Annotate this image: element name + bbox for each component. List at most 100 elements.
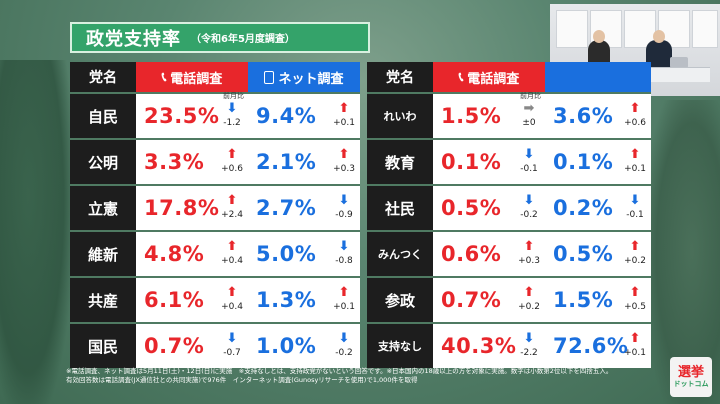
phone-change: 前月比 ➡ ±0 <box>517 92 541 129</box>
party-name: れいわ <box>367 94 433 138</box>
phone-cell: 0.1% ⬇ -0.1 <box>433 140 545 184</box>
net-delta: +0.2 <box>624 256 646 266</box>
phone-cell: 17.8% ⬆ +2.4 <box>136 186 248 230</box>
support-table-left: 党名 📞︎ 電話調査 ネット調査 自民 23.5% 前月比 ⬇ -1.2 9.4% ⬆ +0.… <box>70 62 360 368</box>
party-name: 公明 <box>70 140 136 184</box>
net-cell: 5.0% ⬇ -0.8 <box>248 232 360 276</box>
phone-change: ⬆ +0.4 <box>220 286 244 313</box>
net-change: ⬇ -0.1 <box>623 194 647 221</box>
header-net-label: ネット調査 <box>278 71 344 87</box>
net-delta: +0.5 <box>624 302 646 312</box>
arrow-up-icon: ⬆ <box>629 147 641 162</box>
page-subtitle: （令和6年5月度調査） <box>191 34 295 45</box>
arrow-up-icon: ⬆ <box>629 331 641 346</box>
net-cell: 72.6% ⬆ +0.1 <box>545 324 651 368</box>
phone-change: ⬆ +0.6 <box>220 148 244 175</box>
arrow-down-icon: ⬇ <box>338 239 350 254</box>
footnote-line-1: ※電話調査、ネット調査は5月11日(土)・12日(日)に実施 ※支持なしとは、支… <box>66 367 613 375</box>
net-delta: -0.9 <box>335 210 353 220</box>
table-row: 社民 0.5% ⬇ -0.2 0.2% ⬇ -0.1 <box>367 184 651 230</box>
table-header: 党名 📞︎ 電話調査 ネット調査 <box>70 62 360 92</box>
phone-cell: 23.5% 前月比 ⬇ -1.2 <box>136 92 248 138</box>
net-value: 72.6% <box>553 334 629 358</box>
phone-cell: 3.3% ⬆ +0.6 <box>136 140 248 184</box>
net-cell: 2.1% ⬆ +0.3 <box>248 140 360 184</box>
prev-month-label: 前月比 <box>223 92 244 100</box>
page-title: 政党支持率 <box>86 28 181 50</box>
table-row: 参政 0.7% ⬆ +0.2 1.5% ⬆ +0.5 <box>367 276 651 322</box>
net-change: ⬆ +0.3 <box>332 148 356 175</box>
phone-change: ⬆ +0.4 <box>220 240 244 267</box>
party-name: 自民 <box>70 94 136 138</box>
phone-value: 17.8% <box>144 196 220 220</box>
phone-delta: -2.2 <box>520 348 538 358</box>
net-value: 1.0% <box>256 334 317 358</box>
phone-delta: +0.3 <box>518 256 540 266</box>
net-change: ⬆ +0.1 <box>623 332 647 359</box>
party-name: 支持なし <box>367 324 433 368</box>
phone-value: 4.8% <box>144 242 205 266</box>
phone-delta: -0.2 <box>520 210 538 220</box>
header-phone-survey: 📞︎ 電話調査 <box>136 62 248 92</box>
table-row: 国民 0.7% ⬇ -0.7 1.0% ⬇ -0.2 <box>70 322 360 368</box>
table-row: 共産 6.1% ⬆ +0.4 1.3% ⬆ +0.1 <box>70 276 360 322</box>
phone-change: ⬇ -0.1 <box>517 148 541 175</box>
header-party: 党名 <box>367 62 433 92</box>
net-change: ⬇ -0.2 <box>332 332 356 359</box>
net-value: 1.5% <box>553 288 614 312</box>
arrow-down-icon: ⬇ <box>338 193 350 208</box>
net-cell: 1.3% ⬆ +0.1 <box>248 278 360 322</box>
net-cell: 9.4% ⬆ +0.1 <box>248 94 360 138</box>
phone-delta: -1.2 <box>223 118 241 128</box>
phone-value: 0.6% <box>441 242 502 266</box>
senkyo-dotcom-logo: 選挙 ドットコム <box>670 357 712 397</box>
arrow-up-icon: ⬆ <box>629 285 641 300</box>
net-cell: 1.0% ⬇ -0.2 <box>248 324 360 368</box>
phone-change: ⬇ -0.7 <box>220 332 244 359</box>
net-delta: +0.1 <box>333 302 355 312</box>
net-value: 2.7% <box>256 196 317 220</box>
arrow-up-icon: ⬆ <box>629 239 641 254</box>
party-name: 国民 <box>70 324 136 368</box>
phone-change: ⬇ -0.2 <box>517 194 541 221</box>
phone-delta: +0.6 <box>221 164 243 174</box>
phone-cell: 0.7% ⬇ -0.7 <box>136 324 248 368</box>
phone-value: 6.1% <box>144 288 205 312</box>
phone-value: 40.3% <box>441 334 517 358</box>
phone-value: 0.1% <box>441 150 502 174</box>
net-delta: +0.1 <box>333 118 355 128</box>
net-value: 3.6% <box>553 104 614 128</box>
arrow-down-icon: ⬇ <box>226 101 238 116</box>
footnote: ※電話調査、ネット調査は5月11日(土)・12日(日)に実施 ※支持なしとは、支… <box>66 367 666 385</box>
phone-cell: 0.6% ⬆ +0.3 <box>433 232 545 276</box>
arrow-up-icon: ⬆ <box>523 239 535 254</box>
header-net-survey: ネット調査 <box>248 62 360 92</box>
net-change: ⬆ +0.5 <box>623 286 647 313</box>
arrow-down-icon: ⬇ <box>629 193 641 208</box>
arrow-up-icon: ⬆ <box>338 101 350 116</box>
net-delta: +0.6 <box>624 118 646 128</box>
net-change: ⬇ -0.8 <box>332 240 356 267</box>
table-row: 自民 23.5% 前月比 ⬇ -1.2 9.4% ⬆ +0.1 <box>70 92 360 138</box>
arrow-up-icon: ⬆ <box>338 147 350 162</box>
header-party: 党名 <box>70 62 136 92</box>
studio-video-inset <box>550 4 720 96</box>
table-header: 党名 📞︎ 電話調査 <box>367 62 651 92</box>
studio-wall-panel <box>590 10 622 48</box>
phone-cell: 40.3% ⬇ -2.2 <box>433 324 545 368</box>
party-name: 社民 <box>367 186 433 230</box>
table-row: 公明 3.3% ⬆ +0.6 2.1% ⬆ +0.3 <box>70 138 360 184</box>
phone-delta: -0.7 <box>223 348 241 358</box>
prev-month-label: 前月比 <box>520 92 541 100</box>
title-banner: 政党支持率 （令和6年5月度調査） <box>70 22 370 53</box>
arrow-up-icon: ⬆ <box>629 101 641 116</box>
arrow-up-icon: ⬆ <box>338 285 350 300</box>
phone-cell: 0.5% ⬇ -0.2 <box>433 186 545 230</box>
net-change: ⬆ +0.6 <box>623 102 647 129</box>
arrow-up-icon: ⬆ <box>226 239 238 254</box>
phone-delta: ±0 <box>522 118 536 128</box>
presenter-left-head <box>593 30 605 43</box>
net-cell: 2.7% ⬇ -0.9 <box>248 186 360 230</box>
net-value: 1.3% <box>256 288 317 312</box>
background-tree-right <box>650 100 720 404</box>
